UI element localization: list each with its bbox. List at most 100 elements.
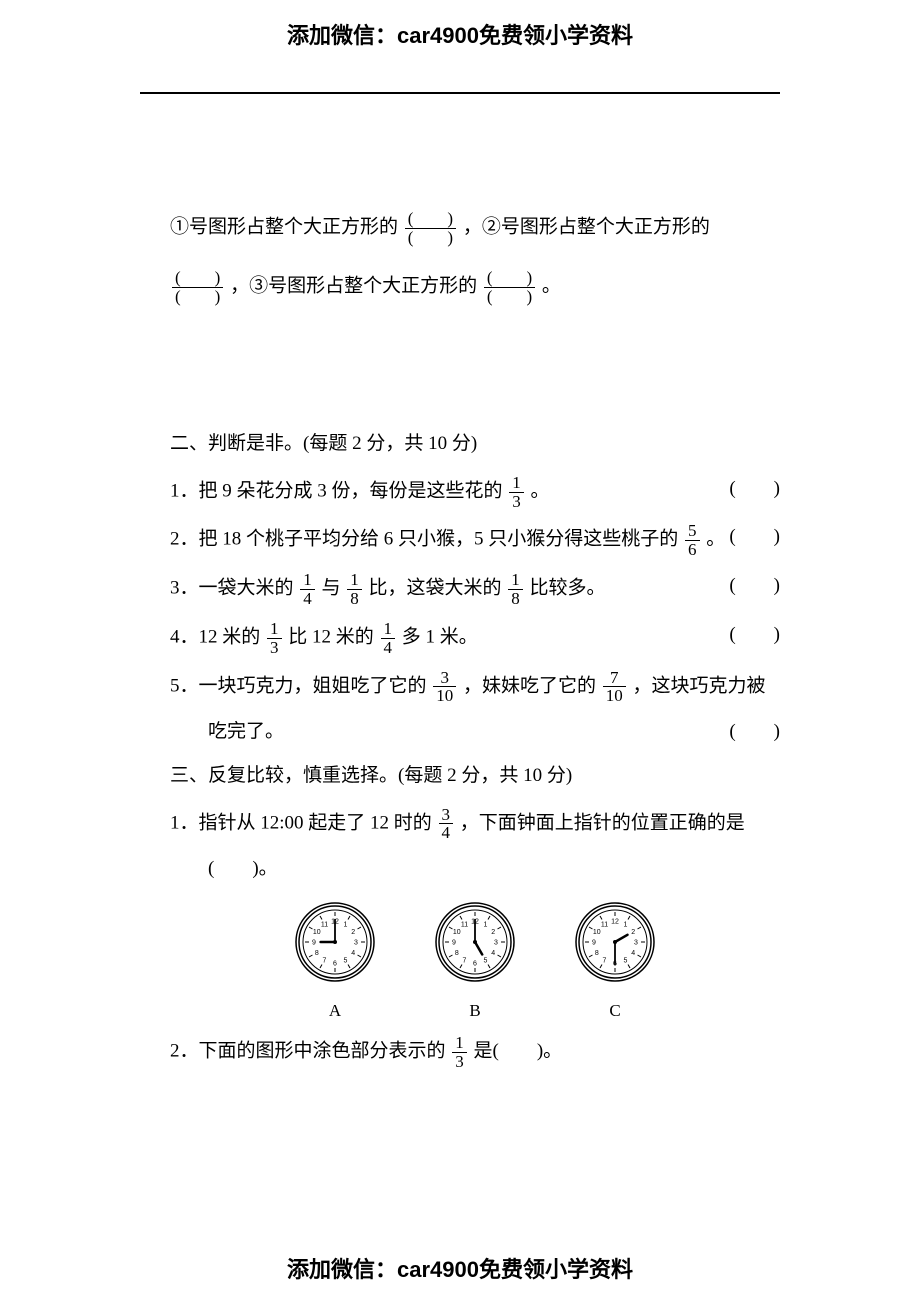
q-text: 比 12 米的	[288, 627, 374, 648]
answer-paren: ( )	[729, 474, 780, 504]
q-text: 。	[706, 529, 725, 550]
fraction-numerator: 1	[381, 620, 396, 639]
svg-text:2: 2	[491, 929, 495, 936]
fraction-denominator: 3	[452, 1053, 467, 1071]
fraction-denominator: 3	[509, 493, 524, 511]
page-content: ①号图形占整个大正方形的 ( ) ( ) ，②号图形占整个大正方形的 ( ) (…	[170, 210, 780, 1083]
clock-option-c: 121234567891011 C	[575, 902, 655, 1024]
fraction-denominator: 8	[347, 590, 362, 608]
clock-option-a: 121234567891011 A	[295, 902, 375, 1024]
fraction: 1 3	[267, 620, 282, 657]
fraction-numerator: 3	[439, 806, 454, 825]
answer-paren: ( )	[729, 620, 780, 650]
fraction: 1 3	[509, 474, 524, 511]
fraction: 7 10	[603, 669, 626, 706]
fraction-numerator: ( )	[405, 210, 456, 229]
q-text: 多 1 米。	[402, 627, 478, 648]
svg-text:9: 9	[452, 940, 456, 947]
intro-text-1b: ，②号图形占整个大正方形的	[463, 217, 710, 238]
svg-text:6: 6	[333, 961, 337, 968]
answer-paren: ( )	[729, 522, 780, 552]
fraction-numerator: 3	[433, 669, 456, 688]
clock-label-b: B	[435, 997, 515, 1024]
svg-text:4: 4	[631, 950, 635, 957]
watermark-bottom: 添加微信：car4900免费领小学资料	[0, 1252, 920, 1284]
fraction-denominator: 6	[685, 541, 700, 559]
svg-text:5: 5	[484, 958, 488, 965]
fraction-denominator: 10	[433, 687, 456, 705]
svg-text:6: 6	[473, 961, 477, 968]
clock-a-svg: 121234567891011	[295, 902, 375, 982]
q-text: 2．下面的图形中涂色部分表示的	[170, 1041, 446, 1062]
clock-b-svg: 121234567891011	[435, 902, 515, 982]
svg-text:10: 10	[313, 929, 321, 936]
fraction-numerator: 1	[508, 571, 523, 590]
svg-text:12: 12	[611, 919, 619, 926]
fraction-numerator: 1	[452, 1034, 467, 1053]
fraction-denominator: 4	[381, 639, 396, 657]
fraction-denominator: 4	[439, 824, 454, 842]
svg-text:9: 9	[312, 940, 316, 947]
fraction-numerator: 1	[509, 474, 524, 493]
svg-text:3: 3	[634, 940, 638, 947]
fraction-denominator: ( )	[484, 288, 535, 306]
svg-text:4: 4	[491, 950, 495, 957]
fraction: 1 8	[347, 571, 362, 608]
s2-q5-line1: 5．一块巧克力，姐姐吃了它的 3 10 ，妹妹吃了它的 7 10 ，这块巧克力被	[170, 669, 780, 706]
q-text: 5．一块巧克力，姐姐吃了它的	[170, 675, 427, 696]
svg-text:2: 2	[351, 929, 355, 936]
q-text: ，妹妹吃了它的	[463, 675, 596, 696]
svg-text:9: 9	[592, 940, 596, 947]
fraction: 3 4	[439, 806, 454, 843]
q-text: 。	[531, 480, 550, 501]
svg-text:8: 8	[595, 950, 599, 957]
svg-text:11: 11	[461, 922, 468, 929]
fraction-denominator: ( )	[405, 229, 456, 247]
q-text: 与	[322, 578, 341, 599]
svg-text:3: 3	[494, 940, 498, 947]
fraction-numerator: 1	[267, 620, 282, 639]
fraction-blank-3: ( ) ( )	[484, 269, 535, 306]
intro-line-2: ( ) ( ) ，③号图形占整个大正方形的 ( ) ( ) 。	[170, 269, 780, 306]
fraction-denominator: 3	[267, 639, 282, 657]
svg-text:11: 11	[321, 922, 328, 929]
fraction-numerator: 7	[603, 669, 626, 688]
cutoff-header	[0, 46, 920, 58]
clock-option-b: 121234567891011 B	[435, 902, 515, 1024]
answer-paren: ( )	[729, 717, 780, 747]
s2-q5-line2: 吃完了。 ( )	[170, 717, 780, 749]
q-text: ，下面钟面上指针的位置正确的是	[460, 812, 745, 833]
fraction: 1 8	[508, 571, 523, 608]
svg-text:7: 7	[323, 958, 327, 965]
fraction-numerator: ( )	[172, 269, 223, 288]
section-2-title: 二、判断是非。(每题 2 分，共 10 分)	[170, 429, 780, 459]
s2-q3: 3．一袋大米的 1 4 与 1 8 比，这袋大米的 1 8 比较多。 ( )	[170, 571, 780, 608]
s2-q4: 4．12 米的 1 3 比 12 米的 1 4 多 1 米。 ( )	[170, 620, 780, 657]
intro-text-2a: ，③号图形占整个大正方形的	[230, 275, 477, 296]
q-text: 比较多。	[530, 578, 606, 599]
q-text: 比，这袋大米的	[369, 578, 502, 599]
q-text: 是( )。	[474, 1041, 563, 1062]
clock-c-svg: 121234567891011	[575, 902, 655, 982]
svg-text:10: 10	[593, 929, 601, 936]
fraction-denominator: ( )	[172, 288, 223, 306]
fraction: 1 4	[300, 571, 315, 608]
svg-text:8: 8	[455, 950, 459, 957]
s3-q1-line2: ( )。	[170, 854, 780, 886]
svg-text:7: 7	[603, 958, 607, 965]
clock-label-a: A	[295, 997, 375, 1024]
fraction-numerator: 5	[685, 522, 700, 541]
fraction-numerator: 1	[300, 571, 315, 590]
intro-line-1: ①号图形占整个大正方形的 ( ) ( ) ，②号图形占整个大正方形的	[170, 210, 780, 247]
q-text: 3．一袋大米的	[170, 578, 294, 599]
fraction: 3 10	[433, 669, 456, 706]
fraction: 1 4	[381, 620, 396, 657]
clock-label-c: C	[575, 997, 655, 1024]
q-text: ( )。	[208, 858, 278, 879]
svg-text:8: 8	[315, 950, 319, 957]
answer-paren: ( )	[729, 571, 780, 601]
q-text: 吃完了。	[208, 721, 284, 742]
fraction-numerator: ( )	[484, 269, 535, 288]
fraction: 1 3	[452, 1034, 467, 1071]
header-rule	[140, 92, 780, 94]
